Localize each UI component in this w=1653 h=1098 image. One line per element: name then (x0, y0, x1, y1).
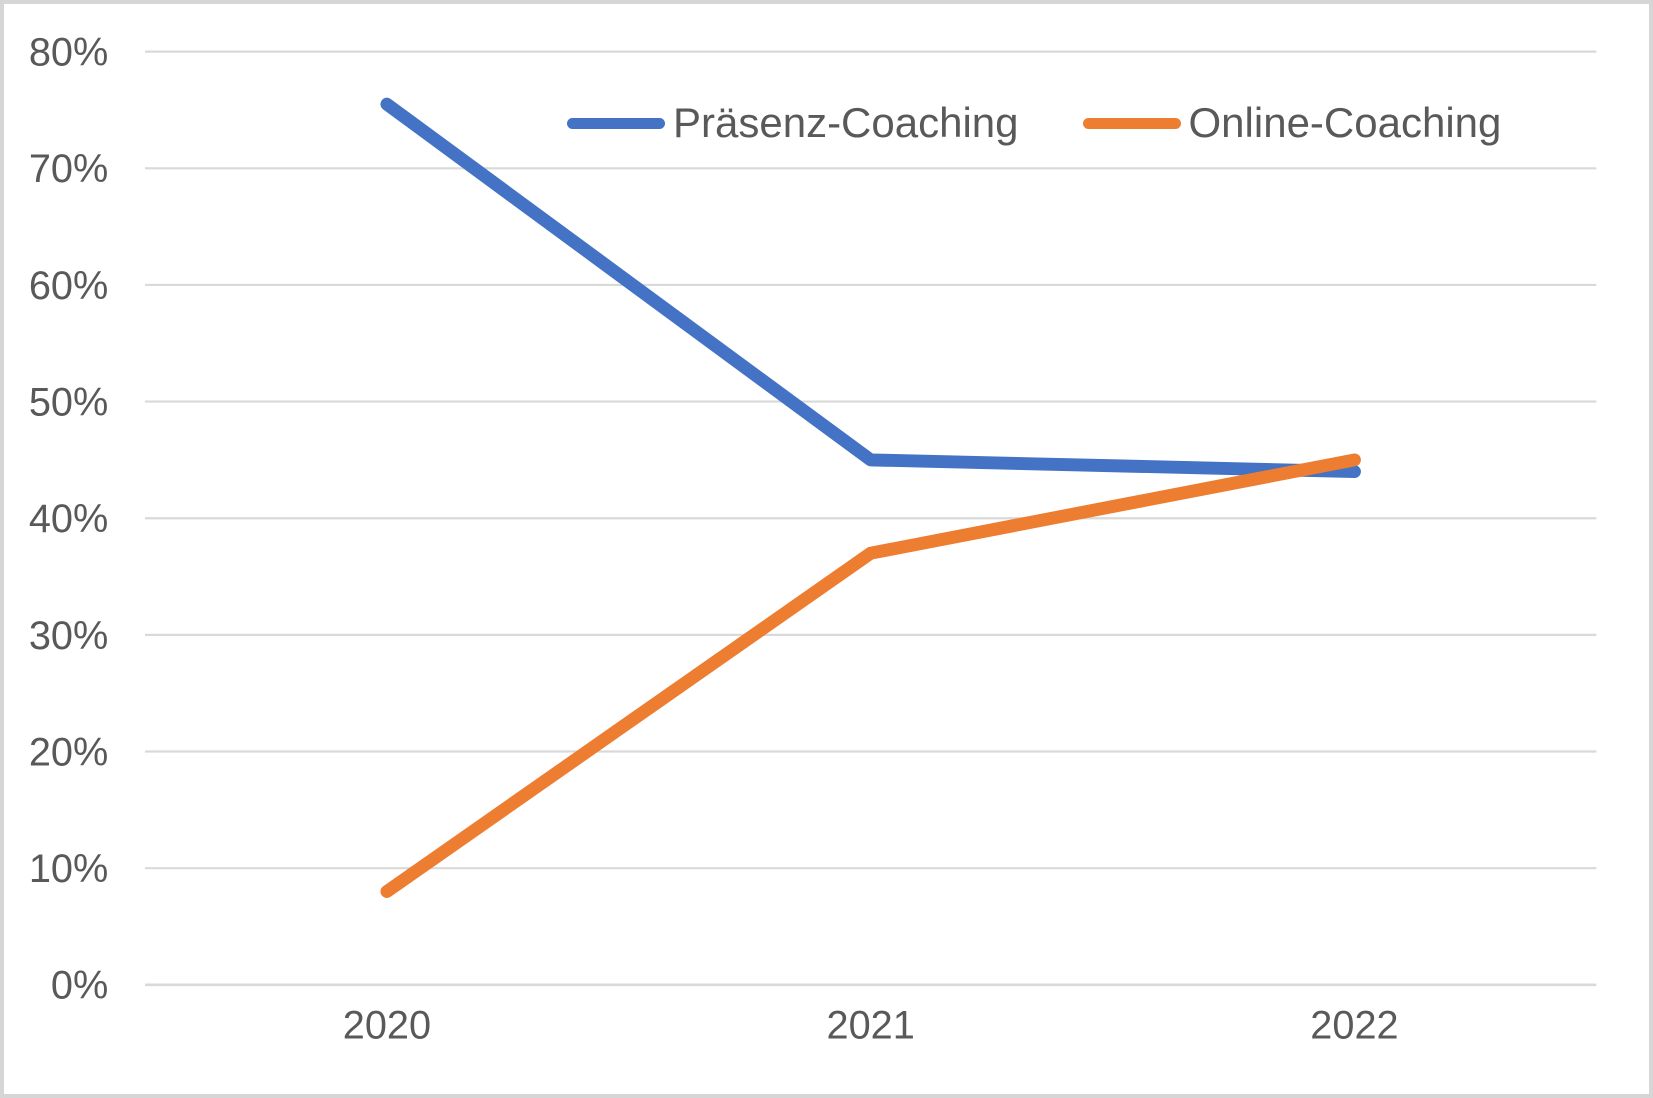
y-axis-tick-label: 10% (29, 847, 108, 891)
chart-legend: Präsenz-Coaching Online-Coaching (567, 99, 1502, 146)
legend-item-online-coaching: Online-Coaching (1082, 99, 1502, 146)
x-axis-tick-label: 2020 (343, 1003, 431, 1047)
y-axis-tick-label: 80% (29, 31, 108, 75)
line-chart: 0% 10% 20% 30% 40% 50% 60% 70% 80% 2020 2021 2022 (29, 31, 1597, 1047)
legend-swatch-online-coaching-icon (1082, 117, 1181, 129)
y-axis-tick-label: 30% (29, 614, 108, 658)
y-axis-tick-label: 20% (29, 730, 108, 774)
y-axis-tick-label: 0% (51, 964, 108, 1008)
x-axis-tick-label: 2022 (1310, 1003, 1398, 1047)
legend-label-online-coaching: Online-Coaching (1188, 99, 1502, 146)
legend-swatch-praesenz-coaching-icon (567, 117, 665, 129)
legend-label-praesenz-coaching: Präsenz-Coaching (673, 99, 1019, 146)
series-line-pr-senz-coaching (380, 97, 1361, 479)
x-axis-tick-label: 2021 (827, 1003, 915, 1047)
series-line-online-coaching (380, 453, 1361, 898)
legend-item-praesenz-coaching: Präsenz-Coaching (567, 99, 1019, 146)
y-axis-tick-label: 60% (29, 264, 108, 308)
y-axis-tick-label: 70% (29, 147, 108, 191)
y-axis-tick-label: 40% (29, 497, 108, 541)
y-axis-tick-label: 50% (29, 380, 108, 424)
